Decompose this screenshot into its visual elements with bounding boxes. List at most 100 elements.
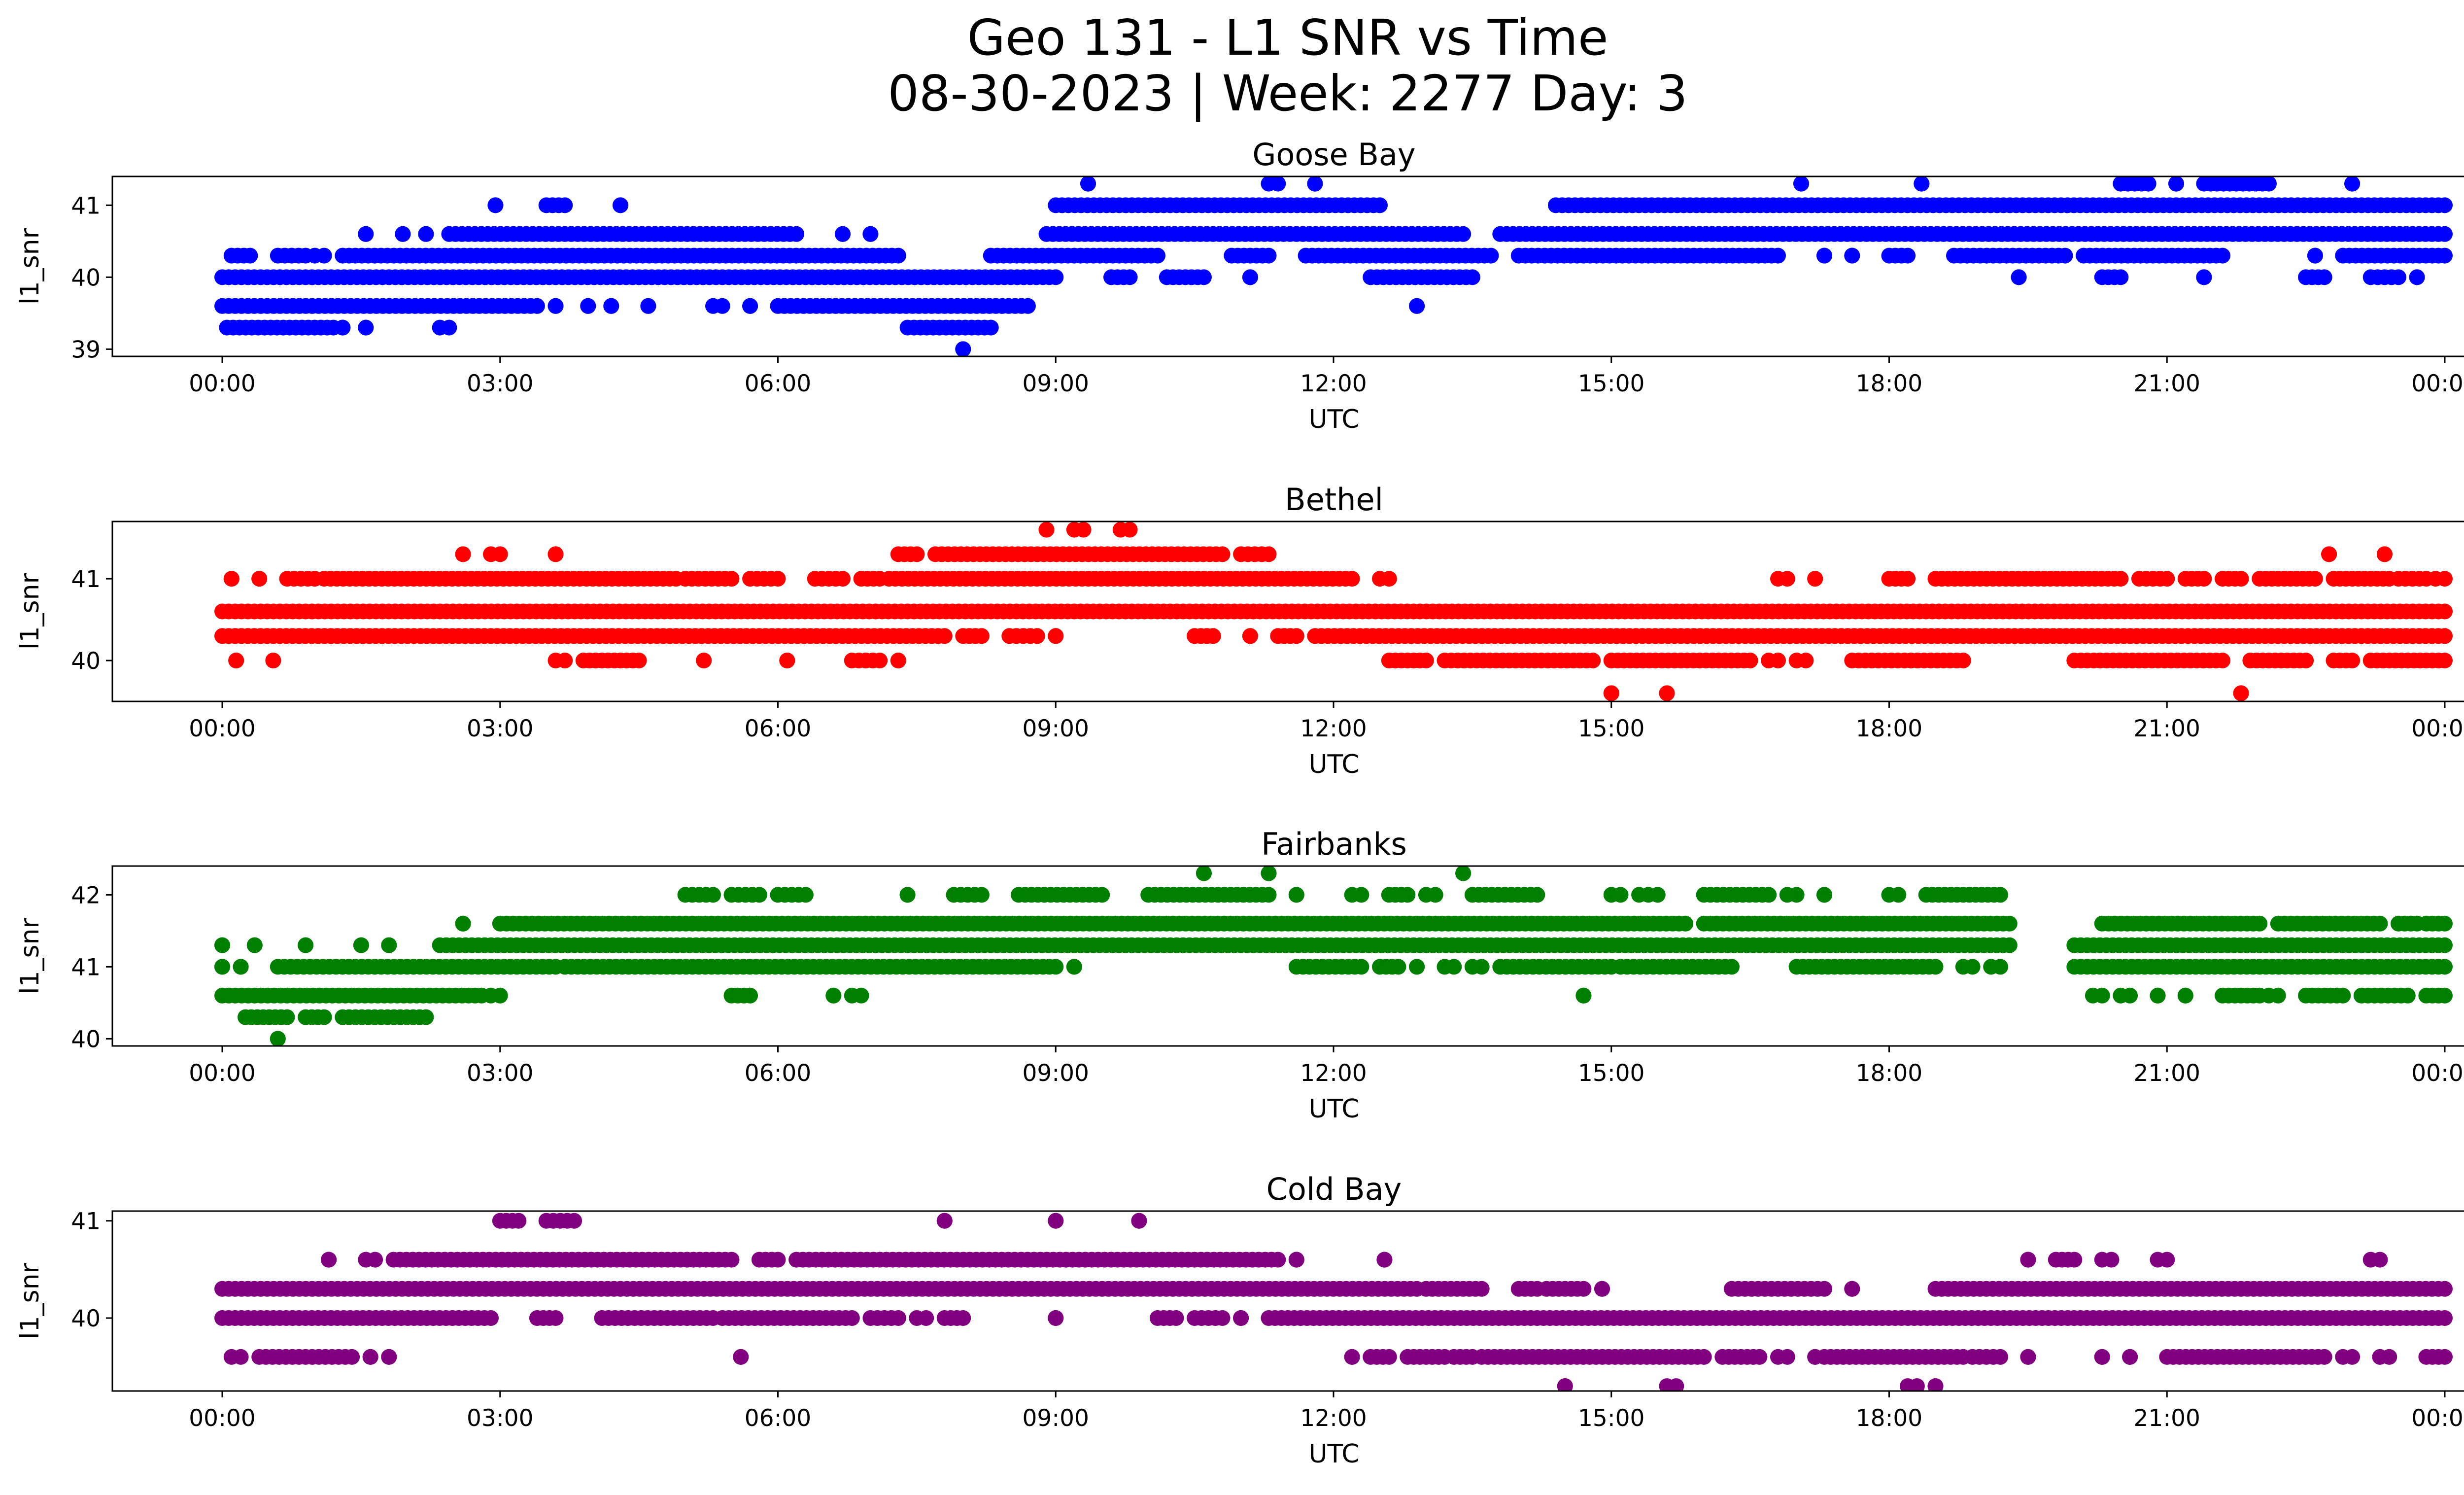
- data-point: [1446, 959, 1462, 975]
- data-point: [2168, 176, 2184, 192]
- data-point: [2196, 269, 2212, 285]
- data-point: [955, 1310, 971, 1326]
- y-tick-label: 41: [71, 1208, 101, 1235]
- panel-title: Goose Bay: [1252, 137, 1415, 173]
- data-point: [1816, 1281, 1832, 1297]
- x-tick-label: 06:00: [745, 370, 811, 397]
- data-point: [1409, 959, 1425, 975]
- data-point: [1992, 959, 2008, 975]
- data-point: [2437, 226, 2453, 242]
- data-point: [2399, 987, 2416, 1004]
- data-point: [1909, 1378, 1925, 1391]
- data-point: [1214, 1310, 1231, 1326]
- data-point: [2122, 987, 2138, 1004]
- data-point: [358, 226, 374, 242]
- data-point: [1844, 1281, 1860, 1297]
- y-axis-label: l1_snr: [15, 1262, 45, 1339]
- data-point: [316, 247, 332, 264]
- data-point: [483, 1310, 499, 1326]
- data-point: [2011, 269, 2027, 285]
- data-point: [2215, 653, 2230, 668]
- data-point: [1529, 887, 1545, 903]
- data-point: [890, 653, 906, 668]
- data-point: [1122, 522, 1138, 538]
- data-point: [1751, 1349, 1768, 1365]
- data-point: [2391, 269, 2406, 285]
- data-point: [1409, 298, 1425, 314]
- data-point: [2321, 546, 2337, 562]
- x-tick-label: 12:00: [1300, 1060, 1367, 1087]
- y-tick-label: 40: [71, 1026, 101, 1053]
- data-point: [1094, 887, 1110, 903]
- data-point: [2113, 571, 2129, 587]
- panel-title: Bethel: [1285, 482, 1383, 518]
- data-point: [1677, 915, 1694, 932]
- data-point: [2372, 915, 2388, 932]
- data-point: [2437, 653, 2453, 668]
- panel-title: Cold Bay: [1266, 1171, 1402, 1207]
- data-point: [2001, 937, 2018, 953]
- data-point: [487, 197, 504, 213]
- data-point: [1261, 887, 1277, 903]
- data-point: [1381, 571, 1397, 587]
- data-point: [1455, 866, 1472, 881]
- y-tick-label: 41: [71, 566, 101, 593]
- data-point: [1770, 653, 1786, 668]
- data-point: [1770, 247, 1786, 264]
- data-point: [631, 653, 647, 668]
- data-point: [2381, 1349, 2397, 1365]
- data-point: [1353, 959, 1369, 975]
- data-point: [2140, 176, 2156, 192]
- data-point: [1242, 628, 1258, 644]
- data-point: [1668, 1378, 1684, 1391]
- data-point: [2113, 269, 2129, 285]
- data-point: [1779, 1349, 1795, 1365]
- data-point: [548, 298, 564, 314]
- data-point: [1594, 1281, 1610, 1297]
- data-point: [1048, 628, 1064, 644]
- data-point: [936, 1213, 953, 1229]
- data-point: [2159, 571, 2175, 587]
- data-point: [529, 298, 545, 314]
- data-point: [2066, 1252, 2083, 1268]
- data-point: [1724, 959, 1740, 975]
- data-point: [835, 226, 851, 242]
- data-point: [2335, 987, 2351, 1004]
- data-point: [1816, 887, 1832, 903]
- data-point: [381, 1349, 397, 1365]
- data-point: [223, 571, 240, 587]
- data-point: [2122, 1349, 2138, 1365]
- data-point: [1464, 269, 1480, 285]
- axes-frame: [111, 1210, 2464, 1392]
- data-point: [2437, 937, 2453, 953]
- y-axis-label: l1_snr: [15, 573, 45, 650]
- data-points: [214, 1213, 2453, 1391]
- data-point: [1214, 546, 1231, 562]
- data-point: [270, 1031, 286, 1046]
- x-tick-label: 00:00: [2411, 1405, 2464, 1432]
- panel-title: Fairbanks: [1261, 826, 1407, 862]
- data-point: [1890, 887, 1907, 903]
- data-point: [2252, 915, 2268, 932]
- data-point: [1066, 959, 1082, 975]
- data-point: [1900, 571, 1916, 587]
- x-tick-label: 12:00: [1300, 370, 1367, 397]
- data-point: [2150, 987, 2166, 1004]
- data-point: [742, 298, 758, 314]
- y-axis-label: l1_snr: [15, 917, 45, 994]
- data-point: [1038, 522, 1055, 538]
- data-point: [2437, 987, 2453, 1004]
- data-point: [548, 546, 564, 562]
- data-point: [2270, 987, 2286, 1004]
- data-point: [566, 1213, 582, 1229]
- data-point: [557, 197, 573, 213]
- data-point: [1029, 628, 1045, 644]
- y-tick-label: 42: [71, 882, 101, 909]
- data-point: [733, 1349, 749, 1365]
- data-point: [1376, 1252, 1393, 1268]
- x-tick-label: 18:00: [1856, 1060, 1922, 1087]
- x-axis-label: UTC: [1308, 405, 1359, 434]
- x-tick-label: 09:00: [1023, 715, 1089, 742]
- panel-fairbanks: Fairbanks 40 41 42 00:00 03:00 06:00 09:00 12:00…: [15, 826, 2464, 1124]
